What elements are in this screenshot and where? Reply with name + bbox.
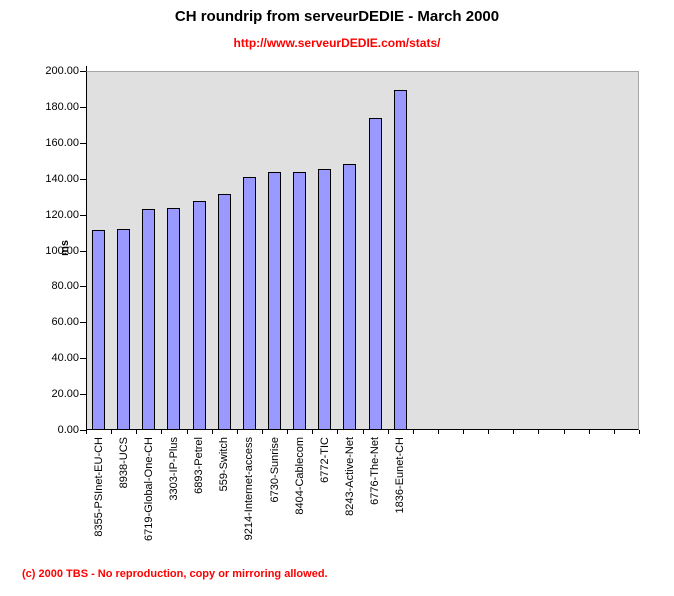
y-tick-label: 20.00 [51, 388, 79, 400]
bar [318, 169, 331, 430]
y-axis-tick [80, 143, 86, 144]
x-category-label: 8243-Active-Net [344, 437, 356, 516]
y-axis-tick [80, 286, 86, 287]
bar [369, 118, 382, 430]
y-axis-tick [80, 71, 86, 72]
x-axis-tick [111, 430, 112, 434]
y-axis-tick [80, 107, 86, 108]
bar [243, 177, 256, 430]
y-tick-label: 140.00 [45, 173, 79, 185]
footer-copyright: (c) 2000 TBS - No reproduction, copy or … [22, 568, 328, 580]
bar [218, 194, 231, 430]
y-tick-label: 100.00 [45, 245, 79, 257]
x-axis-tick [639, 430, 640, 434]
x-category-label: 6893-Petrel [193, 437, 205, 494]
x-category-label: 3303-IP-Plus [168, 437, 180, 501]
x-axis-tick [363, 430, 364, 434]
y-tick-label: 60.00 [51, 316, 79, 328]
y-axis-tick [80, 358, 86, 359]
x-axis-tick [337, 430, 338, 434]
bar [142, 209, 155, 430]
y-tick-label: 120.00 [45, 209, 79, 221]
x-axis-tick [388, 430, 389, 434]
x-axis-tick [212, 430, 213, 434]
x-axis-tick [538, 430, 539, 434]
x-axis-tick [413, 430, 414, 434]
bar [167, 208, 180, 430]
x-axis-tick [614, 430, 615, 434]
y-axis-tick [80, 394, 86, 395]
bar [343, 164, 356, 430]
y-axis-line-stub [86, 66, 87, 71]
x-axis-tick [287, 430, 288, 434]
x-axis-tick [161, 430, 162, 434]
y-tick-label: 160.00 [45, 137, 79, 149]
x-axis-tick [564, 430, 565, 434]
bar [394, 90, 407, 430]
y-tick-label: 0.00 [57, 424, 79, 436]
x-axis-tick [513, 430, 514, 434]
bar [293, 172, 306, 430]
x-category-label: 8404-Cablecom [294, 437, 306, 515]
bar [117, 229, 130, 430]
x-category-label: 9214-Internet-access [243, 437, 255, 541]
bar [268, 172, 281, 430]
x-category-label: 6772-TIC [319, 437, 331, 483]
bar [193, 201, 206, 430]
x-category-label: 6730-Sunrise [269, 437, 281, 503]
x-axis-tick [187, 430, 188, 434]
x-axis-tick [589, 430, 590, 434]
x-category-label: 6776-The-Net [369, 437, 381, 505]
x-category-label: 8355-PSInet-EU-CH [93, 437, 105, 537]
x-axis-tick [136, 430, 137, 434]
y-tick-label: 40.00 [51, 352, 79, 364]
x-category-label: 559-Switch [218, 437, 230, 492]
y-tick-label: 180.00 [45, 101, 79, 113]
y-tick-label: 80.00 [51, 280, 79, 292]
y-axis-tick [80, 179, 86, 180]
y-tick-label: 200.00 [45, 65, 79, 77]
x-category-label: 6719-Global-One-CH [143, 437, 155, 541]
x-axis-tick [438, 430, 439, 434]
x-axis-tick [86, 430, 87, 434]
x-axis-tick [312, 430, 313, 434]
x-category-label: 8938-UCS [118, 437, 130, 489]
y-axis-tick [80, 215, 86, 216]
y-axis-tick [80, 430, 86, 431]
bar [92, 230, 105, 430]
chart-subtitle-url: http://www.serveurDEDIE.com/stats/ [233, 36, 441, 50]
y-axis-tick [80, 251, 86, 252]
x-axis-tick [463, 430, 464, 434]
x-axis-tick [237, 430, 238, 434]
y-axis-tick [80, 322, 86, 323]
x-category-label: 1836-Eunet-CH [394, 437, 406, 514]
chart-title: CH roundrip from serveurDEDIE - March 20… [174, 8, 500, 25]
x-axis-tick [488, 430, 489, 434]
x-axis-tick [262, 430, 263, 434]
